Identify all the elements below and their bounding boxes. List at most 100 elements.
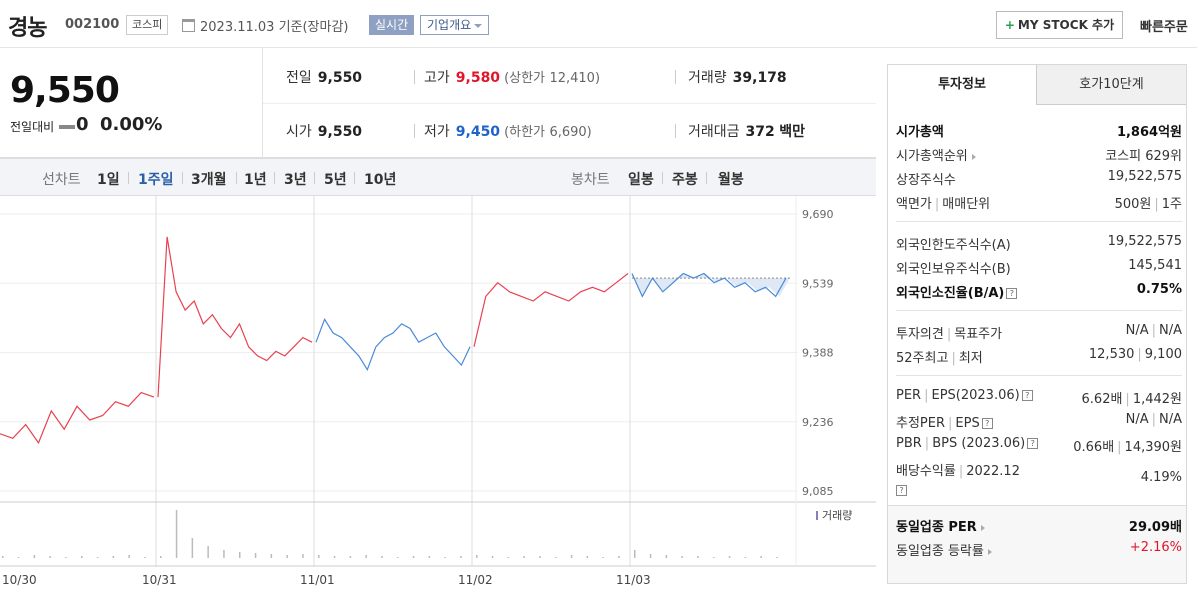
quick-order-button[interactable]: 빠른주문: [1140, 20, 1188, 35]
volume-bar: [286, 555, 288, 558]
volume-bar: [318, 555, 320, 558]
x-tick-label: 11/01: [300, 573, 335, 587]
change-rate: 0.00%: [100, 114, 163, 135]
volume-bar: [412, 556, 415, 558]
divider: [414, 70, 415, 84]
period-5y[interactable]: 5년: [324, 172, 347, 188]
volume-bar: [507, 557, 510, 558]
tab-investment-info[interactable]: 투자정보: [888, 65, 1037, 105]
candle-chart-label: 봉차트: [571, 172, 610, 188]
change-value: 0: [76, 114, 89, 135]
volume-bar: [523, 556, 525, 558]
price-chart[interactable]: 9,690 9,539 9,388 9,236 9,085 거래량 10/30 10/31 11…: [0, 196, 876, 587]
volume-bar: [33, 555, 36, 558]
volume-bar: [397, 557, 399, 558]
y-tick-label: 9,388: [802, 347, 834, 360]
period-1w[interactable]: 1주일: [138, 172, 174, 188]
volume-bar: [160, 556, 162, 558]
volume-bar: [586, 556, 589, 558]
volume-bar: [96, 557, 99, 558]
add-mystock-button[interactable]: + MY STOCK 추가: [996, 11, 1123, 39]
period-1y[interactable]: 1년: [244, 172, 267, 188]
base-date: 2023.11.03 기준(장마감): [200, 20, 349, 35]
help-icon[interactable]: ?: [896, 485, 907, 496]
below-reference-area: [632, 273, 790, 297]
volume-bar: [49, 556, 51, 558]
volume-bar: [491, 556, 494, 558]
divider: [675, 70, 676, 84]
period-3m[interactable]: 3개월: [191, 172, 227, 188]
stock-name: 경농: [8, 16, 47, 41]
volume-legend-label: 거래량: [822, 509, 852, 522]
volume-bar: [239, 552, 241, 558]
volume-bar: [681, 556, 683, 558]
volume-bar: [381, 556, 383, 558]
change-label: 전일대비: [10, 120, 55, 134]
volume-bar: [665, 555, 668, 558]
volume-bar: [476, 555, 478, 558]
realtime-button[interactable]: 실시간: [369, 15, 415, 35]
price-summary: 9,550 전일대비 0 0.00% 전일 9,550 고가 9,580 (상한가 1…: [0, 48, 876, 158]
period-1d[interactable]: 1일: [97, 172, 120, 188]
volume-bar: [460, 556, 462, 558]
volume-bar: [428, 556, 431, 558]
help-icon[interactable]: ?: [981, 418, 993, 429]
add-mystock-label: MY STOCK 추가: [1017, 18, 1115, 32]
volume-bar: [302, 554, 304, 558]
divider: [314, 172, 315, 184]
volume-bar: [128, 555, 130, 558]
volume-bar: [333, 556, 336, 558]
divider: [414, 124, 415, 138]
x-tick-label: 10/30: [2, 573, 37, 587]
plus-icon: +: [1004, 18, 1015, 32]
divider: [236, 172, 237, 184]
company-overview-dropdown[interactable]: 기업개요: [420, 15, 490, 35]
industry-section: 동일업종 PER 29.09배 동일업종 등락률 +2.16%: [888, 505, 1186, 583]
candle-monthly[interactable]: 월봉: [718, 172, 744, 188]
price-line-day-2: [157, 236, 313, 398]
arrow-right-icon: [987, 548, 992, 555]
candle-weekly[interactable]: 주봉: [672, 172, 698, 188]
volume-bar: [349, 556, 352, 558]
x-tick-label: 10/31: [142, 573, 177, 587]
help-icon[interactable]: ?: [1006, 288, 1018, 299]
volume-bar: [65, 557, 67, 558]
help-icon[interactable]: ?: [1021, 390, 1033, 401]
stock-header: 경농 002100 코스피 2023.11.03 기준(장마감) 실시간 기업개…: [0, 0, 1197, 48]
volume-bar: [697, 556, 699, 558]
volume-bar: [555, 557, 557, 558]
arrow-right-icon: [971, 153, 976, 160]
current-price: 9,550: [10, 70, 120, 111]
volume-bar: [539, 556, 541, 558]
divider: [662, 172, 663, 184]
price-line-day-1: [0, 391, 155, 445]
volume-bar: [713, 557, 715, 558]
volume-bar: [144, 557, 146, 558]
low-price: 저가 9,450 (하한가 6,690): [424, 124, 592, 140]
divider: [896, 221, 1182, 222]
prev-close: 전일 9,550: [286, 70, 363, 86]
volume-bar: [223, 550, 225, 558]
volume-bar: [602, 557, 604, 558]
help-icon[interactable]: ?: [1027, 438, 1039, 449]
volume-bar: [17, 557, 20, 558]
volume: 거래량 39,178: [688, 70, 787, 86]
x-tick-label: 11/03: [616, 573, 651, 587]
volume-bar: [728, 556, 731, 558]
row-divider: [263, 103, 876, 104]
volume-bar: [191, 538, 194, 558]
volume-bar: [634, 550, 636, 558]
candle-daily[interactable]: 일봉: [628, 172, 654, 188]
calendar-icon: [182, 19, 195, 32]
period-10y[interactable]: 10년: [364, 172, 397, 188]
arrow-right-icon: [980, 524, 985, 531]
tab-quote-10[interactable]: 호가10단계: [1037, 65, 1186, 105]
investment-info-panel: 투자정보 호가10단계 시가총액 1,864억원 시가총액순위 코스피 629위 상…: [887, 64, 1187, 584]
high-price: 고가 9,580 (상한가 12,410): [424, 70, 601, 86]
period-3y[interactable]: 3년: [284, 172, 307, 188]
volume-bar: [207, 546, 209, 558]
trade-amount: 거래대금 372 백만: [688, 124, 805, 140]
line-chart-label: 선차트: [42, 172, 81, 188]
chart-controls: 선차트 1일 1주일 3개월 1년 3년 5년 10년 봉차트 일봉 주봉 월봉: [0, 158, 876, 196]
divider: [274, 172, 275, 184]
